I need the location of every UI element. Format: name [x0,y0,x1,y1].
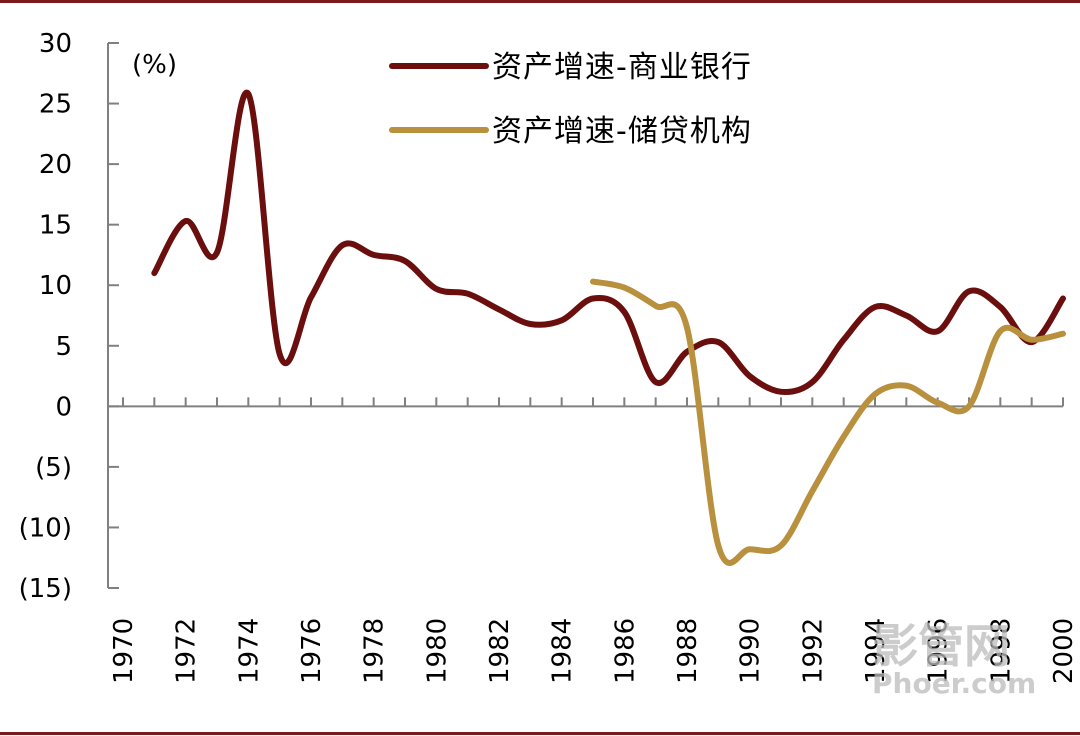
bottom-border [0,732,1080,735]
y-tick-label: (15) [19,574,72,604]
y-tick-label: (5) [35,453,72,483]
y-tick-label: 0 [55,392,72,422]
x-tick-label: 1976 [297,618,327,684]
x-tick-label: 1978 [360,618,390,684]
x-tick-label: 1982 [485,618,515,684]
x-tick-label: 1984 [548,618,578,684]
x-tick-label: 1974 [234,618,264,684]
legend-label-1: 资产增速-商业银行 [492,50,752,85]
watermark: 影管网 Phoer.com [872,619,1036,700]
x-tick-label: 1988 [673,618,703,684]
x-tick-label: 2000 [1049,618,1079,684]
x-tick-label: 1998 [986,618,1016,684]
watermark-line1: 影管网 [872,619,1010,673]
x-tick-label: 1996 [924,618,954,684]
chart-axes: 30 25 20 15 10 5 0 (5) (10) (15) 1970 1972 1974 1976 1… [19,29,1079,684]
chart-series [151,89,1066,566]
x-tick-label: 1990 [736,618,766,684]
y-tick-label: 25 [39,90,72,120]
top-border [0,0,1080,3]
y-tick-label: 15 [39,211,72,241]
y-tick-label: 20 [39,150,72,180]
x-tick-label: 1970 [109,618,139,684]
y-tick-label: (10) [19,513,72,543]
watermark-line2: Phoer.com [872,667,1036,700]
series-line-1 [151,89,1066,396]
y-tick-label: 5 [55,332,72,362]
y-unit-label: (%) [132,50,177,80]
x-tick-label: 1986 [610,618,640,684]
y-tick-label: 10 [39,271,72,301]
legend-label-2: 资产增速-储贷机构 [492,114,752,149]
x-tick-label: 1980 [422,618,452,684]
series-line-2 [590,278,1066,566]
x-tick-label: 1994 [861,618,891,684]
x-tick-label: 1992 [798,618,828,684]
y-tick-label: 30 [39,29,72,59]
x-tick-label: 1972 [172,618,202,684]
